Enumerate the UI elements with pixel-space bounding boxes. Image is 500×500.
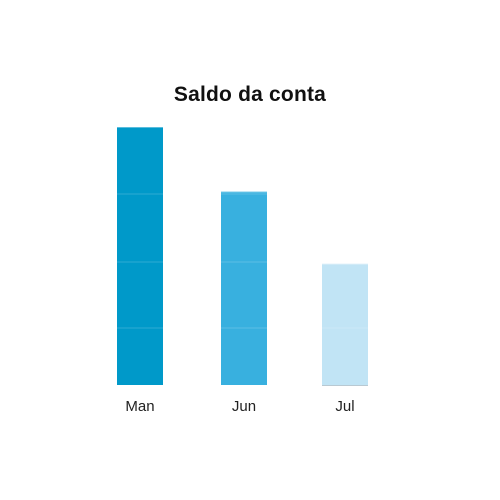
bars-group bbox=[117, 127, 368, 386]
bar-jun bbox=[221, 191, 267, 385]
x-tick-labels: Man Jun Jul bbox=[125, 398, 354, 415]
bar-jul bbox=[322, 263, 368, 385]
x-tick-label-jul: Jul bbox=[335, 398, 354, 415]
bar-man bbox=[117, 127, 163, 385]
chart-title: Saldo da conta bbox=[173, 83, 327, 106]
x-tick-label-man: Man bbox=[125, 398, 154, 415]
x-tick-label-jun: Jun bbox=[232, 398, 256, 415]
